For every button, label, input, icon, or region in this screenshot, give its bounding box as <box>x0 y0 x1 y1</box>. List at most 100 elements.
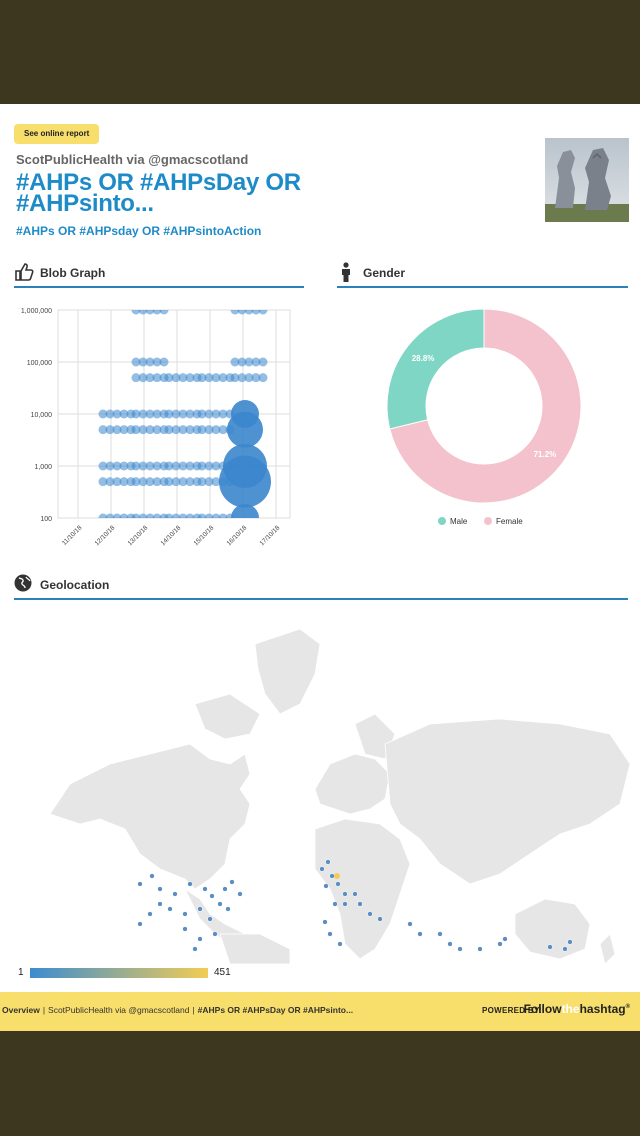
blob-point <box>152 310 162 315</box>
blob-point <box>204 461 214 471</box>
legend-label-female[interactable]: Female <box>496 517 523 526</box>
blob-point <box>152 409 162 419</box>
breadcrumb-query[interactable]: #AHPs OR #AHPsDay OR #AHPsinto... <box>197 1005 354 1015</box>
map-dot <box>329 873 335 879</box>
breadcrumb-overview[interactable]: Overview <box>2 1005 40 1015</box>
blob-y-tick: 100,000 <box>27 360 52 367</box>
globe-icon <box>14 574 32 592</box>
page-title: #AHPs OR #AHPsDay OR #AHPsinto... <box>16 169 301 217</box>
blob-point <box>251 373 261 383</box>
blob-point <box>258 373 268 383</box>
map-dot <box>342 901 348 907</box>
map-dot <box>207 916 213 922</box>
blob-point <box>152 425 162 435</box>
blob-point <box>145 409 155 419</box>
blob-y-tick: 1,000 <box>34 464 52 471</box>
kelpies-photo <box>545 138 629 222</box>
blob-point <box>171 425 181 435</box>
blob-point <box>227 411 263 448</box>
map-dot <box>337 941 343 947</box>
blob-graph-chart: 100 1,000 10,000 100,000 1,000,000 11/10/18 12… <box>21 308 291 547</box>
blob-point <box>119 477 129 487</box>
blob-point <box>237 310 247 315</box>
legend-swatch-female <box>484 517 492 525</box>
blob-point <box>131 425 141 435</box>
legend-label-male[interactable]: Male <box>450 517 468 526</box>
blob-point <box>152 373 162 383</box>
blob-point <box>204 477 214 487</box>
map-dot <box>192 946 198 952</box>
brand-the: the <box>561 1002 580 1016</box>
blob-point <box>164 513 174 518</box>
map-dot <box>217 901 223 907</box>
map-dot <box>377 916 383 922</box>
blob-point <box>171 477 181 487</box>
map-dot <box>212 931 218 937</box>
blob-point <box>105 425 115 435</box>
map-dot <box>237 891 243 897</box>
blob-point <box>185 513 195 518</box>
blob-point <box>152 357 162 367</box>
blob-point <box>211 425 221 435</box>
blob-point <box>218 425 228 435</box>
blob-point <box>131 461 141 471</box>
query-subtitle: #AHPs OR #AHPsday OR #AHPsintoAction <box>16 224 262 238</box>
blob-point <box>211 477 221 487</box>
blob-point <box>152 477 162 487</box>
map-dot <box>497 941 503 947</box>
geolocation-header: Geolocation <box>14 574 628 600</box>
blob-point <box>112 513 122 518</box>
blob-point <box>145 477 155 487</box>
map-dot <box>157 886 163 892</box>
blob-point <box>231 504 259 518</box>
blob-point <box>131 513 141 518</box>
gender-slice-male[interactable] <box>386 308 485 430</box>
blob-point <box>218 409 228 419</box>
blob-point <box>119 513 129 518</box>
blob-point <box>138 310 148 315</box>
brand-follow: Follow <box>523 1002 562 1016</box>
blob-point <box>145 425 155 435</box>
blob-point <box>131 409 141 419</box>
blob-point <box>145 461 155 471</box>
blob-point <box>112 477 122 487</box>
blob-point <box>145 373 155 383</box>
map-dot <box>323 883 329 889</box>
map-dot <box>229 879 235 885</box>
blob-point <box>131 373 141 383</box>
blob-point <box>185 461 195 471</box>
map-dot <box>457 946 463 952</box>
blob-point <box>211 373 221 383</box>
blob-point <box>197 513 207 518</box>
person-icon <box>342 262 350 282</box>
gender-slice-label: 71.2% <box>534 450 557 459</box>
see-online-report-button[interactable]: See online report <box>14 124 100 144</box>
map-dot <box>327 931 333 937</box>
gender-slice-female[interactable] <box>389 308 582 504</box>
blob-point <box>178 409 188 419</box>
map-dot <box>342 891 348 897</box>
blob-point <box>119 461 129 471</box>
brand-logo[interactable]: Followthehashtag® <box>523 1002 630 1016</box>
blob-point <box>251 310 261 315</box>
blob-point <box>258 310 268 315</box>
gender-header: Gender <box>337 262 628 288</box>
blob-point <box>178 477 188 487</box>
blob-point <box>185 409 195 419</box>
map-dot <box>562 946 568 952</box>
map-dot <box>197 936 203 942</box>
map-dot <box>182 926 188 932</box>
gender-label: Gender <box>363 266 406 280</box>
blob-point <box>211 409 221 419</box>
blob-point <box>204 409 214 419</box>
map-dot <box>202 886 208 892</box>
geo-scale-bar <box>30 968 208 978</box>
blob-point <box>237 373 247 383</box>
blob-point <box>230 357 240 367</box>
blob-point <box>244 357 254 367</box>
blob-point <box>171 461 181 471</box>
breadcrumb-source[interactable]: ScotPublicHealth via @gmacscotland <box>48 1005 190 1015</box>
blob-graph-header: Blob Graph <box>14 262 304 288</box>
map-dot <box>417 931 423 937</box>
blob-point <box>138 477 148 487</box>
